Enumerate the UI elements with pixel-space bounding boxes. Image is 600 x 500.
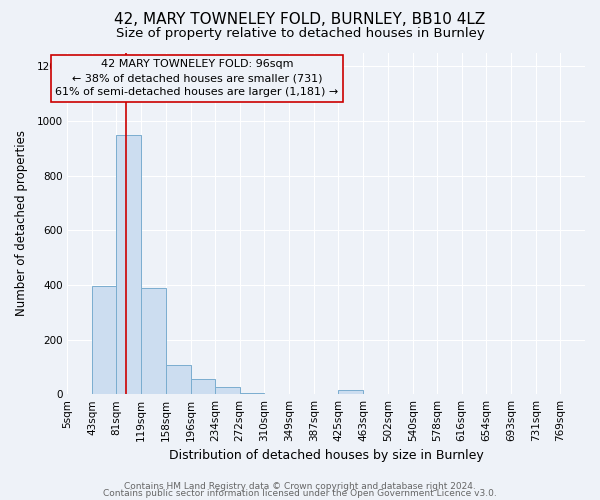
Text: 42 MARY TOWNELEY FOLD: 96sqm
← 38% of detached houses are smaller (731)
61% of s: 42 MARY TOWNELEY FOLD: 96sqm ← 38% of de…: [55, 60, 338, 98]
Text: Contains HM Land Registry data © Crown copyright and database right 2024.: Contains HM Land Registry data © Crown c…: [124, 482, 476, 491]
Y-axis label: Number of detached properties: Number of detached properties: [15, 130, 28, 316]
Bar: [92, 286, 116, 394]
Bar: [116, 134, 141, 394]
Bar: [215, 388, 240, 394]
Text: Contains public sector information licensed under the Open Government Licence v3: Contains public sector information licen…: [103, 489, 497, 498]
Bar: [141, 288, 166, 394]
X-axis label: Distribution of detached houses by size in Burnley: Distribution of detached houses by size …: [169, 450, 484, 462]
Bar: [240, 393, 264, 394]
Bar: [166, 366, 191, 394]
Text: 42, MARY TOWNELEY FOLD, BURNLEY, BB10 4LZ: 42, MARY TOWNELEY FOLD, BURNLEY, BB10 4L…: [115, 12, 485, 28]
Bar: [191, 379, 215, 394]
Bar: [338, 390, 363, 394]
Text: Size of property relative to detached houses in Burnley: Size of property relative to detached ho…: [116, 28, 484, 40]
